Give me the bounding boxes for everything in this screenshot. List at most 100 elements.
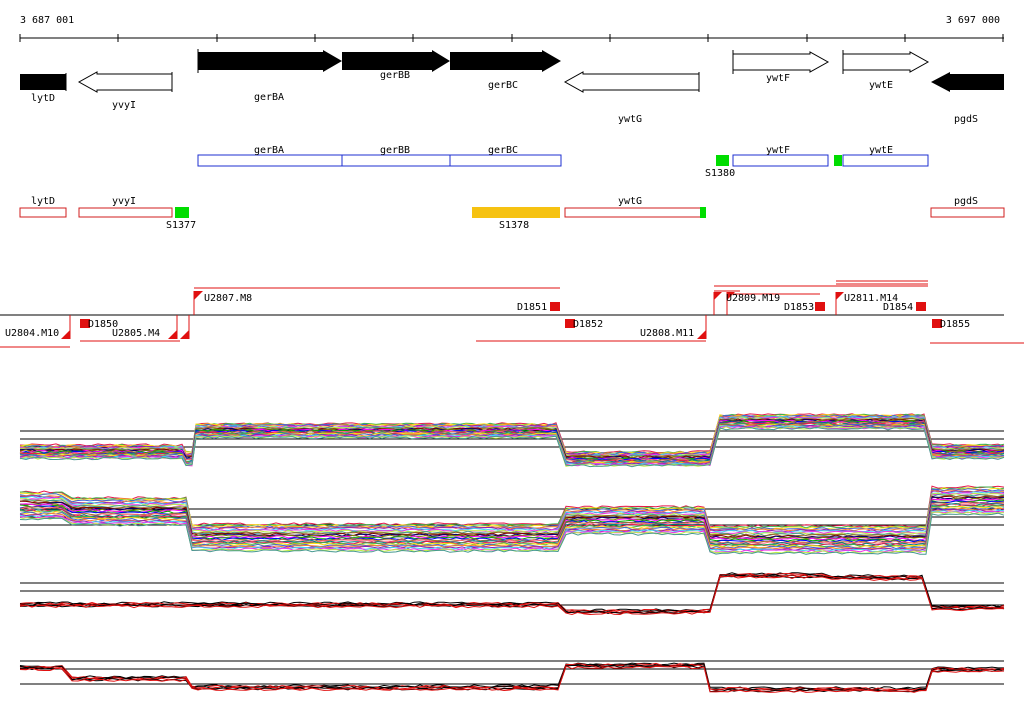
unit-gerBB[interactable]: gerBB [341,145,451,167]
signal-S1377[interactable]: S1377 [166,207,196,231]
signal-box[interactable] [834,155,842,166]
segment-U2811.M14-label: U2811.M14 [844,293,898,304]
unit-gerBB-label: gerBB [380,145,410,156]
expression-panel-reverse-tiling [19,660,1005,693]
unit-ywtF[interactable]: ywtF [732,145,829,167]
expression-trace [19,426,1005,468]
breakpoint-D1855-label: D1855 [940,319,970,330]
unit-ywtG[interactable]: ywtG [564,196,705,218]
segment-U2809.M19-label: U2809.M19 [726,293,780,304]
segment-U2805.M4[interactable]: U2805.M4 [112,315,190,339]
unit-ywtE[interactable]: ywtE [842,145,929,167]
unit-lytD[interactable]: lytD [19,196,67,218]
breakpoint-D1854[interactable]: D1854 [883,302,926,313]
gene-lytD-label: lytD [31,93,55,104]
segment-ranges-upper [194,280,928,295]
gene-ywtG-arrow [563,71,700,93]
unit-pgdS-label: pgdS [954,196,978,207]
expression-panel-forward [19,413,1005,468]
signal-S1377-label: S1377 [166,220,196,231]
unit-gerBC[interactable]: gerBC [449,145,562,167]
unit-ywtF-label: ywtF [766,145,790,156]
segmentation-track: U2807.M8 U2809.M19 U2811.M14 U2804.M10 U… [0,280,1024,348]
gene-yvyI-arrow [77,71,173,93]
expression-trace [19,665,1005,693]
signal-box[interactable] [700,207,706,218]
expression-traces [19,662,1005,693]
ruler-start-label: 3 687 001 [20,15,74,26]
breakpoint-D1851-label: D1851 [517,302,547,313]
segment-U2805.M4-label: U2805.M4 [112,328,160,339]
expression-traces [19,485,1005,555]
breakpoint-D1852-label: D1852 [573,319,603,330]
unit-gerBA[interactable]: gerBA [197,145,343,167]
gene-ywtF-arrow [732,51,830,73]
expression-trace [19,664,1005,693]
segment-U2808.M11-label: U2808.M11 [640,328,694,339]
unit-yvyI[interactable]: yvyI [78,196,173,218]
gene-gerBA-label: gerBA [254,92,284,103]
gene-gerBB[interactable]: gerBB [342,50,450,81]
unit-yvyI-label: yvyI [112,196,136,207]
unit-gerBC-label: gerBC [488,145,518,156]
gene-pgdS-label: pgdS [954,114,978,125]
breakpoint-D1853-label: D1853 [784,302,814,313]
breakpoint-D1855[interactable]: D1855 [932,319,970,330]
segment-ranges-lower [0,340,1024,348]
signal-S1378-label: S1378 [499,220,529,231]
signal-S1378[interactable]: S1378 [472,207,560,231]
breakpoint-D1850[interactable]: D1850 [80,319,118,330]
gene-ywtE[interactable]: ywtE [842,50,930,91]
breakpoint-D1851[interactable]: D1851 [517,302,560,313]
gene-pgdS[interactable]: pgdS [931,72,1004,125]
unit-gerBA-label: gerBA [254,145,284,156]
expression-panel-reverse [19,485,1005,555]
coordinate-ruler: 3 687 001 3 697 000 [19,15,1004,42]
gene-gerBC[interactable]: gerBC [450,50,561,91]
breakpoint-D1850-label: D1850 [88,319,118,330]
segment-U2807.M8-label: U2807.M8 [204,293,252,304]
expression-trace [19,413,1005,454]
breakpoint-D1854-label: D1854 [883,302,913,313]
reference-lines [20,582,1004,606]
segment-U2808.M11[interactable]: U2808.M11 [640,315,707,339]
gene-yvyI-label: yvyI [112,100,136,111]
expression-trace [19,574,1005,614]
reverse-units-track: lytD yvyI ywtG pgdS S1377 S1378 [19,196,1005,231]
segment-U2807.M8[interactable]: U2807.M8 [193,291,252,315]
gene-gerBB-label: gerBB [380,70,410,81]
breakpoint-D1852[interactable]: D1852 [565,319,603,330]
expression-trace [19,574,1005,615]
unit-pgdS[interactable]: pgdS [930,196,1005,218]
segment-U2811.M14[interactable]: U2811.M14 [835,292,898,315]
gene-pgdS-arrow [931,72,1004,92]
gene-gerBB-arrow [342,50,450,72]
expression-trace [19,663,1005,692]
signal-S1380[interactable]: S1380 [705,155,735,179]
expression-trace [19,662,1004,690]
expression-traces [19,572,1005,616]
gene-yvyI[interactable]: yvyI [77,71,173,111]
forward-units-track: gerBA gerBB gerBC ywtF ywtE S1380 [197,145,929,179]
breakpoint-D1853[interactable]: D1853 [784,302,825,313]
gene-ywtG[interactable]: ywtG [563,71,700,125]
gene-lytD-arrow [20,74,66,90]
gene-ywtG-label: ywtG [618,114,642,125]
expression-trace [19,575,1005,616]
gene-lytD[interactable]: lytD [20,73,67,104]
unit-ywtE-label: ywtE [869,145,893,156]
expression-trace [19,507,1005,550]
gene-track: lytD yvyI gerBA gerBB gerBC ywtG y [20,49,1004,125]
gene-gerBA-arrow [198,50,342,72]
expression-trace [19,495,1005,538]
gene-ywtF[interactable]: ywtF [732,50,830,84]
segment-U2804.M10[interactable]: U2804.M10 [5,315,71,339]
ruler-ticks [19,34,1004,42]
gene-gerBA[interactable]: gerBA [197,49,342,103]
expression-trace [19,512,1005,555]
ruler-end-label: 3 697 000 [946,15,1000,26]
segment-U2809.M19[interactable]: U2809.M19 [713,292,780,315]
segment-U2804.M10-label: U2804.M10 [5,328,59,339]
reference-lines [20,660,1004,685]
